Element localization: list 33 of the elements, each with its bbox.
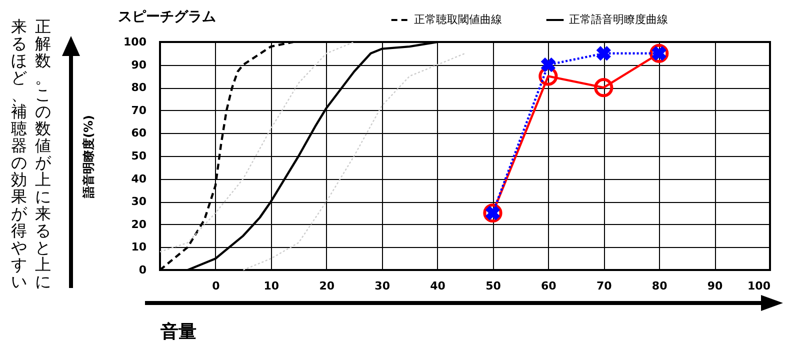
point — [594, 78, 614, 98]
x-tick-label: 30 — [374, 280, 390, 292]
y-tick-label: 90 — [131, 58, 147, 72]
x-tick-label: 80 — [652, 280, 668, 292]
y-tick-label: 0 — [138, 264, 147, 276]
line-series — [242, 52, 466, 271]
x-tick-label: 0 — [212, 280, 220, 292]
x-tick-label: 10 — [264, 280, 280, 292]
x-tick-label: 100 — [748, 280, 771, 292]
point — [596, 46, 611, 61]
y-tick-label: 20 — [131, 218, 147, 231]
x-tick-label: 60 — [541, 280, 557, 292]
line-series — [159, 41, 355, 252]
y-tick-label: 50 — [131, 150, 147, 162]
x-axis-title: 音量 — [160, 322, 196, 342]
y-tick-label: 30 — [131, 195, 147, 208]
chart-title: スピーチグラム — [118, 8, 216, 26]
y-tick-label: 10 — [131, 240, 147, 254]
legend-label: 正常語音明瞭度曲線 — [569, 13, 668, 26]
text: 正解数。この数値が上に来ると上に来るほど、補聴器の効果が得やすい — [11, 17, 51, 291]
x-tick-label: 70 — [596, 280, 612, 292]
y-tick-label: 40 — [131, 172, 147, 186]
x-tick-label: 50 — [486, 280, 502, 292]
legend-label: 正常聴取閾値曲線 — [414, 13, 502, 26]
y-axis-title: 語音明瞭度(%) — [82, 115, 96, 199]
y-tick-label: 70 — [131, 104, 147, 117]
x-tick-label: 20 — [319, 280, 335, 292]
x-tick-label: 40 — [430, 280, 446, 292]
y-tick-label: 80 — [131, 81, 147, 94]
point — [540, 57, 556, 72]
y-tick-label: 100 — [124, 36, 147, 48]
x-tick-label: 90 — [707, 280, 724, 292]
y-tick-label: 60 — [131, 126, 147, 140]
